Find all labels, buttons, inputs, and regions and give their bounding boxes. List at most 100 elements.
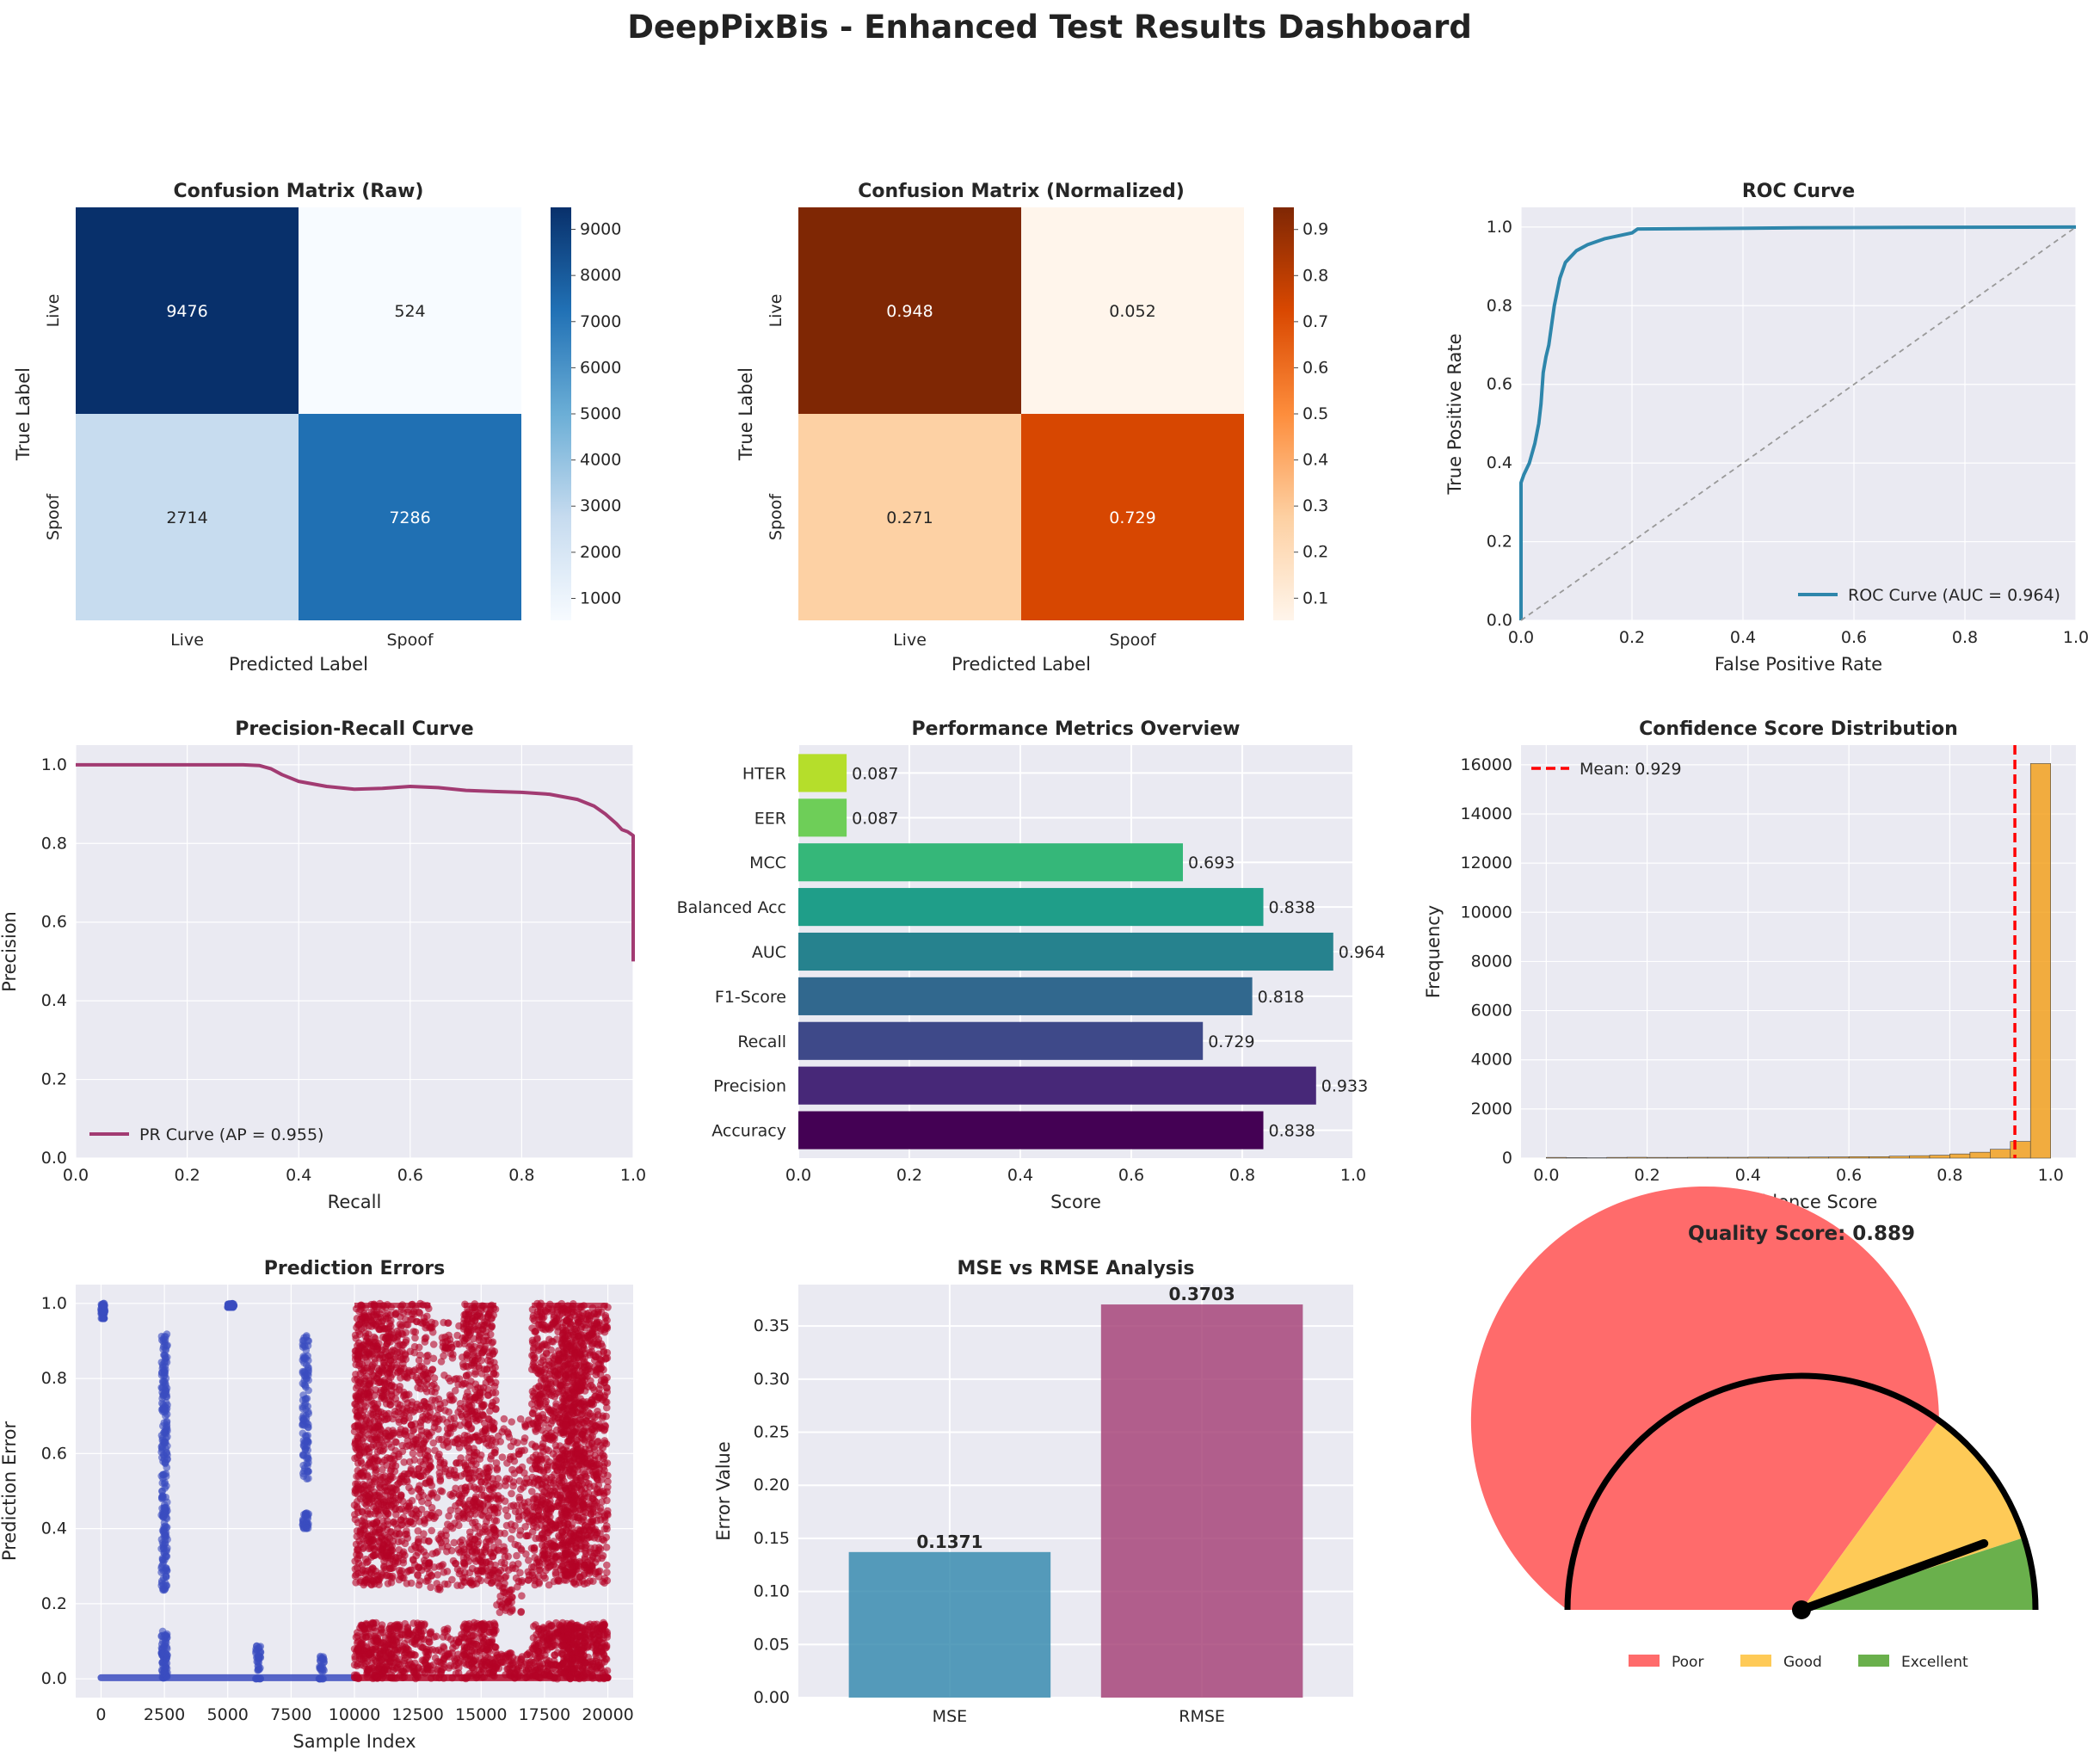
pred_err-ytick-label: 1.0 (41, 1294, 67, 1313)
pred_err-point (316, 1664, 324, 1673)
pred_err-point (416, 1472, 424, 1480)
pred_err-point (468, 1326, 476, 1334)
cm_raw-cell (76, 414, 299, 620)
pred_err-point (351, 1355, 360, 1363)
pred_err-point (504, 1430, 513, 1438)
pred_err-point (494, 1545, 502, 1554)
pred_err-point (552, 1553, 560, 1561)
pred_err-point (362, 1643, 371, 1650)
pred_err-point (518, 1592, 526, 1600)
pred_err-point (163, 1643, 171, 1651)
pred_err-point (299, 1415, 308, 1424)
pred_err-point (367, 1322, 376, 1330)
pred_err-point (542, 1505, 550, 1513)
pred_err-point (523, 1532, 531, 1540)
pred_err-point (490, 1480, 497, 1488)
pr-xtick-label: 0.8 (508, 1166, 534, 1185)
pred_err-point (304, 1446, 312, 1454)
pred_err-point (506, 1668, 514, 1676)
pred_err-point (405, 1567, 413, 1575)
pred_err-point (539, 1419, 548, 1427)
metrics-bar-value: 0.838 (1269, 898, 1315, 917)
pred_err-point (463, 1672, 471, 1680)
pred_err-point (162, 1412, 169, 1420)
pred_err-point (368, 1410, 377, 1419)
pred_err-point (400, 1458, 409, 1466)
pred_err-point (445, 1512, 453, 1520)
pred_err-point (414, 1433, 422, 1441)
cm_raw-colorbar-label: 5000 (580, 404, 621, 423)
pred_err-point (463, 1351, 471, 1359)
pred_err-point (477, 1576, 485, 1585)
metrics-bar (798, 754, 847, 792)
pred_err-point (403, 1580, 411, 1587)
pred_err-point (415, 1343, 423, 1352)
pred_err-point (408, 1487, 416, 1495)
pred_err-point (397, 1493, 405, 1501)
pred_err-point (375, 1325, 384, 1334)
pred_err-point (361, 1570, 370, 1578)
pred_err-point (528, 1488, 536, 1495)
pred_err-point (159, 1383, 167, 1391)
conf_hist-ylabel: Frequency (1423, 905, 1444, 999)
conf_hist-bar (1626, 1156, 1647, 1159)
pred_err-point (352, 1444, 360, 1452)
pred_err-point (485, 1415, 493, 1423)
pred_err-point (375, 1575, 384, 1583)
cm_norm-ytick-label: Live (767, 294, 785, 328)
pred_err-point (424, 1560, 433, 1568)
pred_err-point (427, 1583, 434, 1592)
pred_err-point (157, 1371, 166, 1379)
pred_err-point (410, 1328, 417, 1335)
pred_err-point (158, 1436, 167, 1445)
pred_err-point (448, 1674, 456, 1682)
conf_hist-bar (1969, 1151, 1991, 1159)
pred_err-point (361, 1329, 370, 1337)
pred_err-point (464, 1550, 471, 1558)
pred_err-point (304, 1511, 312, 1520)
pred_err-point (454, 1669, 463, 1677)
conf_hist-ytick-label: 12000 (1461, 854, 1512, 872)
pred_err-point (420, 1378, 428, 1385)
pred_err-point (469, 1433, 477, 1441)
pred_err-point (299, 1441, 308, 1450)
pred_err-point (432, 1549, 440, 1557)
cm_norm-cell-label: 0.948 (886, 302, 933, 321)
pred_err-point (373, 1507, 382, 1515)
pred_err-point (440, 1352, 447, 1360)
pred_err-point (448, 1575, 456, 1584)
pred_err-point (437, 1358, 446, 1365)
pred_err-point (417, 1362, 426, 1371)
pred_err-point (488, 1636, 496, 1644)
pred_err-point (504, 1597, 512, 1606)
conf_hist-bar (1828, 1156, 1850, 1159)
pred_err-point (373, 1636, 382, 1644)
pred_err-point (518, 1578, 526, 1587)
pred_err-point (500, 1415, 508, 1423)
pred_err-point (162, 1548, 169, 1556)
pred_err-point (365, 1349, 373, 1357)
conf_hist-ytick-label: 4000 (1471, 1051, 1512, 1070)
conf_hist-ytick-label: 8000 (1471, 952, 1512, 971)
cm_raw-colorbar-label: 7000 (580, 312, 621, 331)
pred_err-point (418, 1656, 427, 1664)
pred_err-point (398, 1550, 407, 1558)
pred_err-point (537, 1501, 545, 1508)
pred_err-point (434, 1405, 442, 1414)
cm_norm-colorbar-label: 0.7 (1302, 312, 1328, 331)
pred_err-point (477, 1402, 486, 1411)
pred_err-point (477, 1485, 486, 1494)
pred_err-point (508, 1561, 517, 1569)
metrics-category-label: MCC (749, 854, 786, 872)
pred_err-point (407, 1660, 416, 1668)
cm_norm-cell (798, 414, 1021, 620)
pred_err-title: Prediction Errors (264, 1258, 446, 1279)
pred_err-point (428, 1571, 435, 1580)
pred_err-point (520, 1446, 528, 1454)
pred_err-point (383, 1380, 391, 1388)
pred_err-point (158, 1399, 166, 1408)
pred_err-point (414, 1485, 422, 1493)
pred_err-point (393, 1481, 402, 1489)
cm_norm-colorbar-label: 0.5 (1302, 404, 1328, 423)
